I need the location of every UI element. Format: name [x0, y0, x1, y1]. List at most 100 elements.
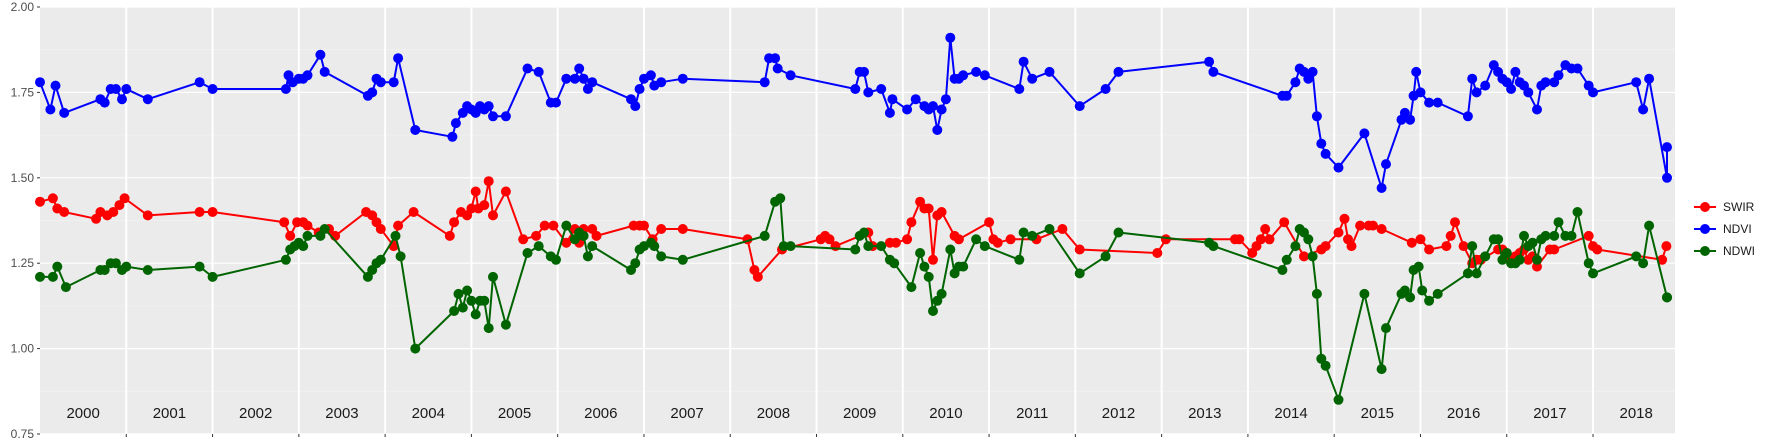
data-point-ndvi [770, 53, 781, 64]
year-label: 2014 [1274, 405, 1307, 422]
y-tick-label: 1.25 [11, 256, 35, 270]
data-point-ndwi [1074, 268, 1085, 279]
data-point-swir [279, 217, 290, 228]
data-point-ndwi [1644, 220, 1655, 231]
data-point-ndwi [1572, 207, 1583, 217]
data-point-ndwi [110, 258, 121, 269]
data-point-swir [1279, 217, 1290, 228]
data-point-swir [500, 186, 511, 197]
data-point-ndwi [876, 241, 887, 252]
y-tick-label: 1.75 [11, 85, 35, 99]
data-point-swir [1415, 234, 1426, 245]
data-point-swir [449, 217, 460, 228]
data-point-ndwi [561, 220, 572, 231]
y-tick-label: 1.00 [11, 342, 35, 356]
data-point-ndwi [35, 271, 45, 282]
data-point-swir [984, 217, 995, 228]
data-point-ndvi [677, 73, 688, 84]
data-point-ndwi [928, 306, 938, 316]
data-point-ndwi [1100, 251, 1111, 262]
year-label: 2009 [843, 405, 876, 422]
data-point-ndvi [1662, 172, 1672, 183]
data-point-ndvi [280, 84, 291, 94]
data-point-ndwi [775, 193, 786, 204]
data-point-ndvi [979, 70, 990, 81]
data-point-ndwi [1588, 268, 1598, 279]
data-point-ndvi [551, 97, 561, 108]
year-label: 2004 [412, 405, 445, 422]
data-point-swir [1458, 241, 1469, 252]
data-point-swir [591, 230, 602, 241]
data-point-ndwi [1281, 254, 1292, 265]
data-point-ndvi [388, 77, 399, 88]
data-point-ndvi [1572, 63, 1583, 74]
data-point-ndwi [1333, 394, 1344, 405]
data-point-ndvi [142, 94, 153, 105]
data-point-ndvi [932, 125, 943, 135]
data-point-ndwi [462, 285, 473, 296]
data-point-swir [302, 220, 313, 231]
data-point-ndwi [971, 234, 982, 245]
data-point-swir [1355, 220, 1366, 231]
data-point-ndwi [1462, 268, 1473, 279]
data-point-ndwi [483, 323, 494, 334]
data-point-ndvi [656, 77, 667, 88]
data-point-ndwi [522, 248, 533, 258]
data-point-swir [1450, 217, 1460, 228]
data-point-swir [1320, 241, 1331, 252]
data-point-ndwi [47, 271, 58, 282]
data-point-ndwi [1399, 285, 1410, 296]
data-point-ndvi [902, 104, 913, 115]
data-point-swir [1583, 230, 1594, 241]
data-point-ndwi [1303, 234, 1314, 245]
data-point-swir [108, 207, 119, 217]
data-point-ndwi [1501, 248, 1512, 258]
data-point-swir [639, 220, 649, 231]
data-point-ndwi [533, 241, 544, 252]
data-point-ndwi [1417, 285, 1428, 296]
series-ndvi [35, 32, 1672, 193]
data-point-swir [1234, 234, 1245, 245]
data-point-ndvi [928, 101, 938, 112]
data-point-swir [906, 217, 917, 228]
data-point-ndvi [1281, 90, 1292, 101]
data-point-swir [928, 254, 938, 265]
data-point-ndwi [390, 230, 401, 241]
data-point-ndvi [1510, 66, 1521, 77]
x-axis: 2000 2001 2002 2003 2004 2005 2006 2007 2008 2009… [66, 405, 1653, 437]
data-point-ndwi [1277, 265, 1288, 275]
data-point-ndvi [488, 111, 498, 122]
data-point-ndvi [569, 73, 580, 84]
data-point-ndwi [936, 288, 947, 299]
data-point-ndwi [915, 248, 926, 258]
data-point-ndvi [1540, 77, 1551, 88]
data-point-swir [902, 234, 913, 245]
data-point-swir [936, 207, 947, 217]
y-tick-label: 2.00 [11, 0, 35, 14]
data-point-ndvi [936, 104, 947, 115]
data-point-ndvi [1204, 56, 1215, 67]
year-label: 2006 [584, 405, 617, 422]
year-label: 2013 [1188, 405, 1221, 422]
legend: SWIR NDVI NDWI [1694, 200, 1755, 258]
data-point-ndwi [889, 258, 900, 269]
data-point-ndwi [1311, 288, 1322, 299]
year-label: 2017 [1533, 405, 1566, 422]
data-point-ndvi [1333, 162, 1344, 173]
data-point-swir [1368, 220, 1378, 231]
data-point-ndwi [280, 254, 291, 265]
data-point-ndwi [488, 271, 498, 282]
data-point-ndwi [1376, 364, 1387, 375]
year-label: 2007 [670, 405, 703, 422]
data-point-swir [393, 220, 404, 231]
year-label: 2003 [325, 405, 358, 422]
data-point-ndwi [778, 241, 789, 252]
legend-label-ndvi: NDVI [1723, 222, 1752, 236]
data-point-swir [47, 193, 58, 204]
data-point-ndwi [1359, 288, 1370, 299]
data-point-ndwi [500, 319, 511, 330]
data-point-ndwi [479, 295, 490, 306]
data-point-ndvi [1411, 66, 1422, 77]
data-point-ndwi [1014, 254, 1025, 265]
